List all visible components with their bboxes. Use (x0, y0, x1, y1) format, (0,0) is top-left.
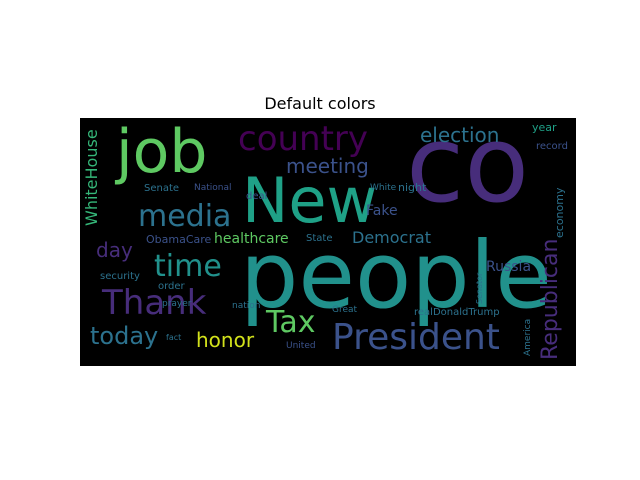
word-election: election (420, 123, 500, 147)
word-day: day (96, 238, 133, 262)
word-senate: Senate (144, 183, 180, 194)
figure-title: Default colors (264, 94, 376, 113)
word-night: night (398, 181, 427, 194)
word-realdonaldtrump: realDonaldTrump (414, 307, 500, 318)
word-economy: economy (553, 187, 566, 238)
word-senator: Senator (475, 272, 484, 304)
word-record: record (536, 141, 568, 152)
word-republican: Republican (538, 238, 563, 360)
word-russia: Russia (486, 259, 532, 275)
word-america: America (523, 318, 533, 356)
word-obamacare: ObamaCare (146, 233, 212, 246)
word-democrat: Democrat (352, 228, 431, 247)
word-new: New (242, 164, 378, 237)
word-time: time (154, 249, 222, 284)
word-united: United (286, 341, 316, 351)
word-healthcare: healthcare (214, 231, 289, 247)
word-nation: nation (232, 301, 261, 311)
word-president: President (332, 317, 500, 358)
word-country: country (238, 119, 369, 159)
word-year: year (532, 121, 557, 134)
word-white: White (370, 183, 397, 193)
word-meeting: meeting (286, 154, 369, 178)
word-thank: Thank (102, 283, 207, 323)
word-tax: Tax (266, 305, 316, 340)
word-order: order (158, 281, 185, 292)
word-great: Great (332, 305, 358, 315)
word-job: job (116, 118, 208, 187)
word-media: media (138, 199, 232, 234)
word-prayer: prayer (162, 299, 192, 309)
word-whitehouse: WhiteHouse (82, 129, 101, 226)
word-fact: fact (166, 333, 182, 342)
word-security: security (100, 271, 140, 282)
word-co: co (406, 118, 530, 226)
word-people: people (240, 222, 552, 329)
word-today: today (90, 322, 159, 350)
word-honor: honor (196, 328, 255, 352)
word-cloud: co people New job country President Than… (80, 118, 576, 366)
word-deal: deal (246, 191, 268, 202)
word-state: State (306, 233, 333, 244)
word-fake: Fake (366, 203, 398, 219)
word-national: National (194, 183, 232, 193)
